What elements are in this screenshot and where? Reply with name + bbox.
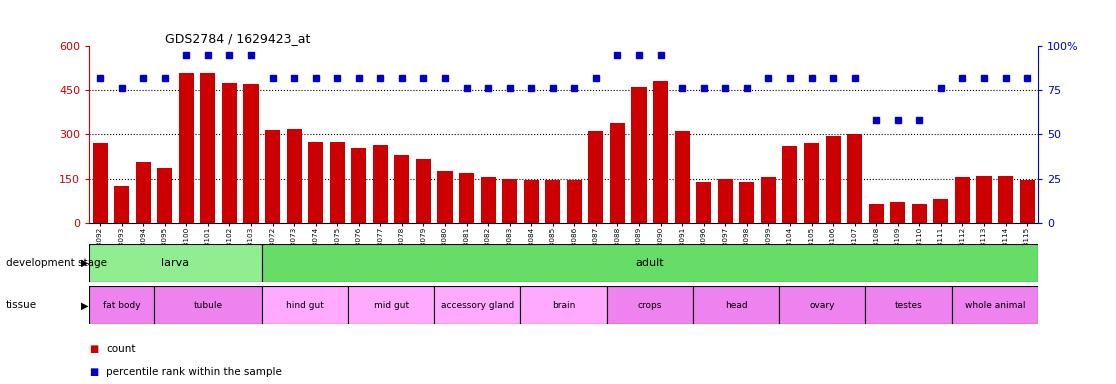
Bar bbox=[546, 180, 560, 223]
Bar bbox=[865, 286, 952, 324]
Bar bbox=[998, 175, 1013, 223]
Bar bbox=[952, 286, 1038, 324]
Text: larva: larva bbox=[162, 258, 190, 268]
Bar bbox=[826, 136, 840, 223]
Bar bbox=[434, 286, 520, 324]
Bar bbox=[136, 162, 151, 223]
Bar bbox=[779, 286, 865, 324]
Bar bbox=[976, 175, 991, 223]
Bar bbox=[329, 142, 345, 223]
Text: development stage: development stage bbox=[6, 258, 107, 268]
Text: accessory gland: accessory gland bbox=[441, 301, 514, 310]
Bar bbox=[287, 129, 301, 223]
Bar bbox=[264, 130, 280, 223]
Bar bbox=[955, 177, 970, 223]
Text: whole animal: whole animal bbox=[964, 301, 1024, 310]
Bar bbox=[416, 159, 431, 223]
Bar bbox=[782, 146, 798, 223]
Text: crops: crops bbox=[637, 301, 662, 310]
Text: count: count bbox=[106, 344, 135, 354]
Bar bbox=[154, 286, 262, 324]
Bar bbox=[394, 155, 410, 223]
Bar bbox=[200, 73, 215, 223]
Bar bbox=[114, 186, 129, 223]
Bar bbox=[696, 182, 711, 223]
Bar bbox=[847, 134, 863, 223]
Bar bbox=[868, 204, 884, 223]
Bar bbox=[437, 171, 453, 223]
Bar bbox=[674, 131, 690, 223]
Bar bbox=[610, 122, 625, 223]
Bar bbox=[93, 143, 107, 223]
Bar bbox=[739, 182, 754, 223]
Text: hind gut: hind gut bbox=[286, 301, 324, 310]
Text: ■: ■ bbox=[89, 344, 98, 354]
Text: tubule: tubule bbox=[193, 301, 222, 310]
Text: ovary: ovary bbox=[809, 301, 835, 310]
Bar bbox=[588, 131, 604, 223]
Text: brain: brain bbox=[552, 301, 575, 310]
Bar bbox=[502, 179, 517, 223]
Bar bbox=[891, 202, 905, 223]
Bar bbox=[262, 244, 1038, 282]
Bar bbox=[632, 87, 646, 223]
Bar bbox=[481, 177, 496, 223]
Bar bbox=[157, 168, 172, 223]
Bar bbox=[222, 83, 237, 223]
Bar bbox=[693, 286, 779, 324]
Text: adult: adult bbox=[635, 258, 664, 268]
Bar bbox=[89, 286, 154, 324]
Text: mid gut: mid gut bbox=[374, 301, 408, 310]
Bar bbox=[459, 173, 474, 223]
Bar bbox=[933, 199, 949, 223]
Text: testes: testes bbox=[895, 301, 923, 310]
Bar bbox=[912, 204, 927, 223]
Bar bbox=[262, 286, 348, 324]
Bar bbox=[1020, 180, 1035, 223]
Bar bbox=[308, 142, 324, 223]
Bar bbox=[804, 143, 819, 223]
Bar bbox=[373, 145, 388, 223]
Text: ▶: ▶ bbox=[81, 300, 89, 310]
Bar bbox=[179, 73, 194, 223]
Bar bbox=[352, 147, 366, 223]
Bar bbox=[567, 180, 581, 223]
Bar bbox=[89, 244, 262, 282]
Text: ▶: ▶ bbox=[81, 258, 89, 268]
Bar bbox=[348, 286, 434, 324]
Bar bbox=[653, 81, 668, 223]
Text: GDS2784 / 1629423_at: GDS2784 / 1629423_at bbox=[165, 32, 310, 45]
Text: percentile rank within the sample: percentile rank within the sample bbox=[106, 367, 282, 377]
Text: fat body: fat body bbox=[103, 301, 141, 310]
Bar bbox=[718, 179, 733, 223]
Bar bbox=[761, 177, 776, 223]
Bar bbox=[607, 286, 693, 324]
Bar bbox=[523, 180, 539, 223]
Text: ■: ■ bbox=[89, 367, 98, 377]
Text: tissue: tissue bbox=[6, 300, 37, 310]
Bar bbox=[243, 84, 259, 223]
Bar bbox=[520, 286, 607, 324]
Text: head: head bbox=[724, 301, 748, 310]
